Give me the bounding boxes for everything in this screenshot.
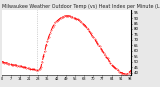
Text: Milwaukee Weather Outdoor Temp (vs) Heat Index per Minute (Last 24 Hours): Milwaukee Weather Outdoor Temp (vs) Heat…	[2, 4, 160, 9]
